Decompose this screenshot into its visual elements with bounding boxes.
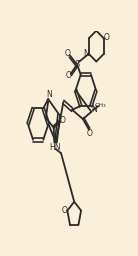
Text: HN: HN <box>49 143 60 152</box>
Text: O: O <box>62 206 68 215</box>
Text: CH₃: CH₃ <box>95 103 106 108</box>
Text: O: O <box>66 71 72 80</box>
Text: S: S <box>75 60 80 69</box>
Text: N: N <box>91 105 97 114</box>
Text: O: O <box>87 129 93 138</box>
Text: O: O <box>59 116 65 125</box>
Text: N: N <box>83 49 89 58</box>
Text: O: O <box>104 33 109 42</box>
Text: N: N <box>46 90 52 99</box>
Text: O: O <box>65 49 71 58</box>
